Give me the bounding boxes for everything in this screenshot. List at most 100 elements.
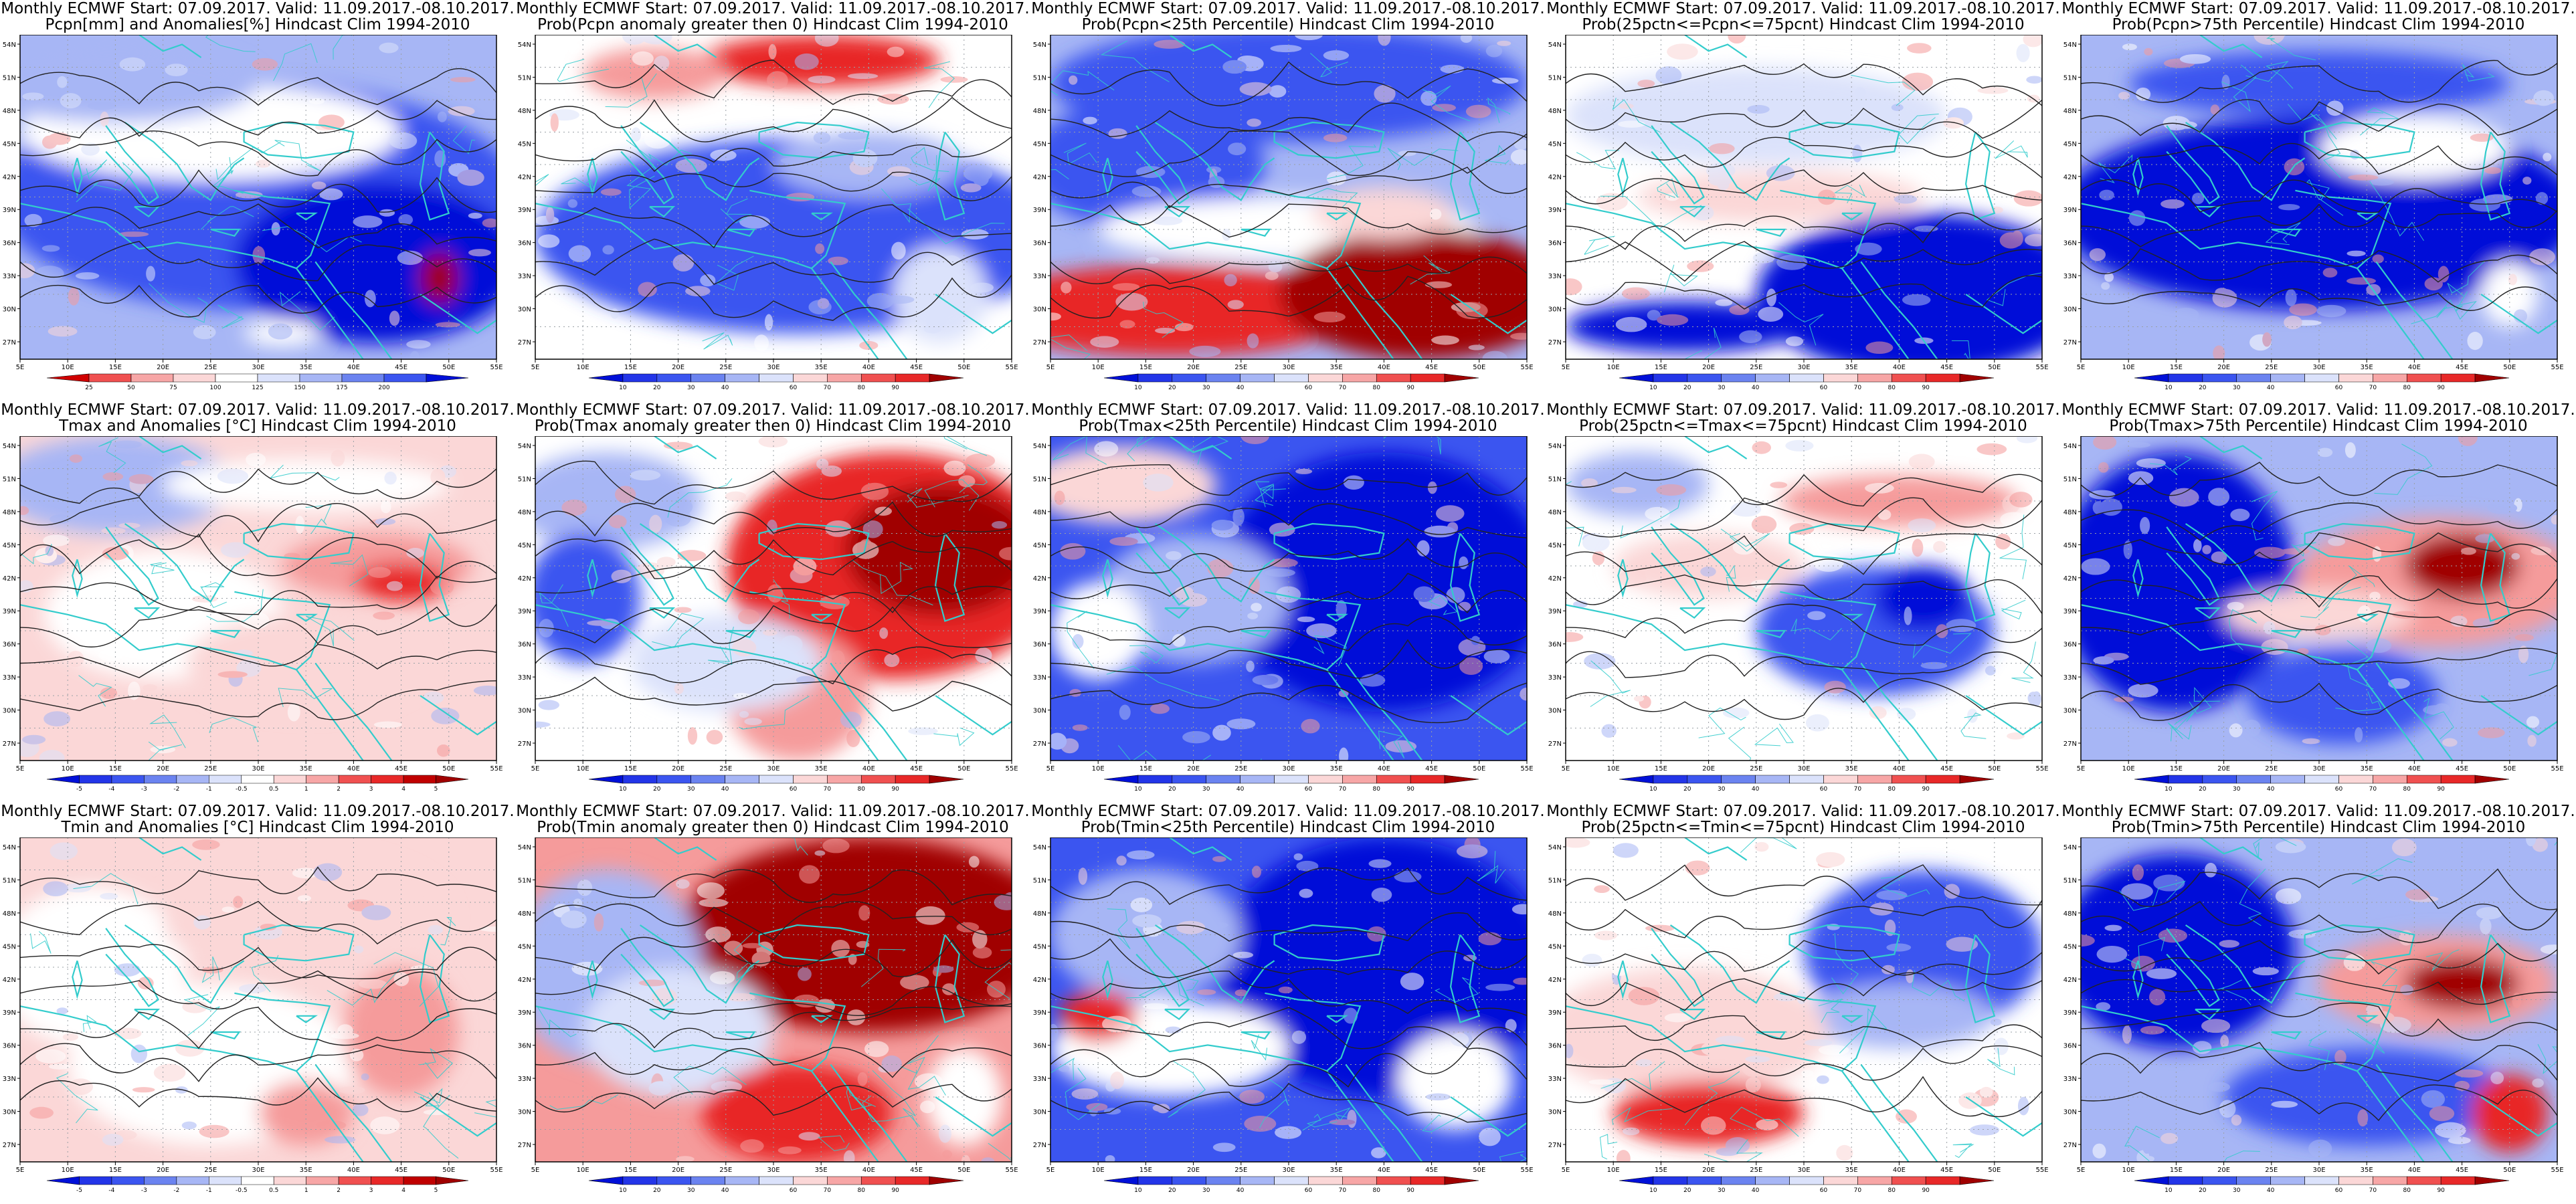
lon-tick-label: 20E — [157, 364, 169, 371]
lon-tick-label: 5E — [1046, 765, 1055, 773]
country-border — [733, 932, 754, 981]
color-bar — [2134, 1176, 2510, 1185]
contour-line — [1566, 1045, 2042, 1081]
field-speckle — [2148, 989, 2166, 1006]
coastline — [649, 607, 676, 619]
coastline — [1617, 559, 1629, 598]
lat-tick-label: 33N — [2063, 273, 2077, 280]
panel-title-line1: Monthly ECMWF Start: 07.09.2017. Valid: … — [1546, 401, 2060, 419]
contour-line — [1566, 678, 2042, 720]
country-border — [1067, 611, 1095, 670]
field-speckle — [2096, 1002, 2111, 1011]
map-panel: Monthly ECMWF Start: 07.09.2017. Valid: … — [2061, 401, 2576, 803]
field-speckle — [102, 472, 124, 482]
country-border — [1050, 334, 1091, 359]
field-speckle — [1566, 837, 1590, 848]
field-speckle — [2275, 888, 2302, 904]
field-speckle — [2532, 837, 2549, 852]
coastline — [2081, 203, 2358, 270]
map-panel: Monthly ECMWF Start: 07.09.2017. Valid: … — [515, 0, 1030, 401]
color-bar-label: 90 — [1922, 385, 1930, 391]
field-speckle — [1990, 1018, 2002, 1026]
contour-line — [1050, 102, 1527, 142]
field-speckle — [1212, 1142, 1236, 1152]
panel-title-line2: Prob(Tmax>75th Percentile) Hindcast Clim… — [2109, 417, 2528, 435]
coastline — [1780, 992, 1877, 1072]
lat-tick-label: 51N — [1548, 74, 1562, 82]
contour-line — [20, 866, 496, 894]
country-border — [2447, 261, 2484, 296]
country-border — [1952, 1143, 1974, 1159]
field-speckle — [2308, 1139, 2332, 1158]
country-border — [149, 283, 208, 323]
country-border — [1912, 633, 1972, 659]
field-speckle — [375, 518, 396, 525]
field-speckle — [252, 58, 278, 71]
map-field — [535, 436, 1012, 761]
field-speckle — [1176, 920, 1206, 934]
color-bar — [1103, 1176, 1479, 1185]
contour-line — [535, 136, 1012, 173]
coastline — [1326, 669, 1394, 761]
country-border — [423, 1094, 459, 1159]
field-speckle — [706, 730, 723, 744]
country-border — [1126, 983, 1166, 999]
country-border — [2167, 722, 2192, 742]
color-bar-segment — [403, 1176, 436, 1185]
lat-tick-label: 39N — [2063, 207, 2077, 214]
lat-tick-label: 30N — [1548, 708, 1562, 715]
field-speckle — [972, 946, 992, 959]
lon-tick-label: 55E — [490, 1167, 502, 1174]
field-speckle — [2377, 449, 2393, 460]
field-speckle — [981, 1157, 995, 1162]
country-border — [1590, 660, 1631, 707]
color-bar-label: 3 — [369, 786, 373, 793]
lon-tick-label: 40E — [2408, 364, 2421, 371]
field-speckle — [915, 906, 945, 925]
contour-line — [2081, 60, 2557, 103]
country-border — [2221, 64, 2257, 112]
country-border — [1576, 150, 1620, 170]
lat-tick-label: 51N — [3, 74, 16, 82]
coastline — [1860, 1064, 1938, 1162]
lon-tick-label: 25E — [204, 765, 217, 773]
color-bar-label: 70 — [824, 1187, 832, 1194]
contour-line — [2081, 532, 2557, 565]
contour-line — [20, 68, 496, 106]
field-speckle — [1071, 1088, 1099, 1100]
color-bar-label: 10 — [2165, 1187, 2173, 1194]
field-speckle — [2016, 43, 2030, 63]
color-bar-segment — [1274, 775, 1309, 784]
color-bar-label: 5 — [434, 1187, 438, 1194]
lat-tick-label: 54N — [1548, 844, 1562, 851]
field-speckle — [2458, 436, 2478, 446]
lon-tick-label: 20E — [672, 364, 684, 371]
color-bar-label: 20 — [2199, 1187, 2207, 1194]
color-bar-label: 40 — [1752, 385, 1760, 391]
field-speckle — [900, 975, 929, 991]
lat-tick-label: 33N — [1548, 273, 1562, 280]
field-speckle — [1295, 468, 1313, 474]
panel-title-line2: Prob(Pcpn anomaly greater then 0) Hindca… — [537, 16, 1008, 33]
field-speckle — [825, 520, 852, 537]
lat-tick-label: 30N — [3, 1109, 16, 1116]
coastline — [1566, 1005, 1843, 1072]
color-bar-segment — [426, 373, 469, 383]
field-speckle — [2253, 35, 2284, 45]
panel-title-line1: Monthly ECMWF Start: 07.09.2017. Valid: … — [1031, 401, 1545, 419]
lon-tick-label: 5E — [1562, 765, 1570, 773]
color-bar-segment — [1755, 775, 1790, 784]
color-bar-segment — [2338, 373, 2373, 383]
field-speckle — [740, 1139, 764, 1153]
country-border — [1566, 481, 1584, 546]
map-panel: Monthly ECMWF Start: 07.09.2017. Valid: … — [0, 0, 515, 401]
color-bar-label: 90 — [1406, 786, 1414, 793]
field-speckle — [1816, 851, 1845, 868]
lon-tick-label: 10E — [2122, 765, 2135, 773]
map-panel: Monthly ECMWF Start: 07.09.2017. Valid: … — [1030, 401, 1546, 803]
country-border — [1790, 618, 1842, 641]
country-border — [1684, 1071, 1740, 1126]
color-bar-label: 30 — [1718, 786, 1726, 793]
field-speckle — [100, 892, 118, 900]
field-speckle — [1152, 1104, 1168, 1112]
